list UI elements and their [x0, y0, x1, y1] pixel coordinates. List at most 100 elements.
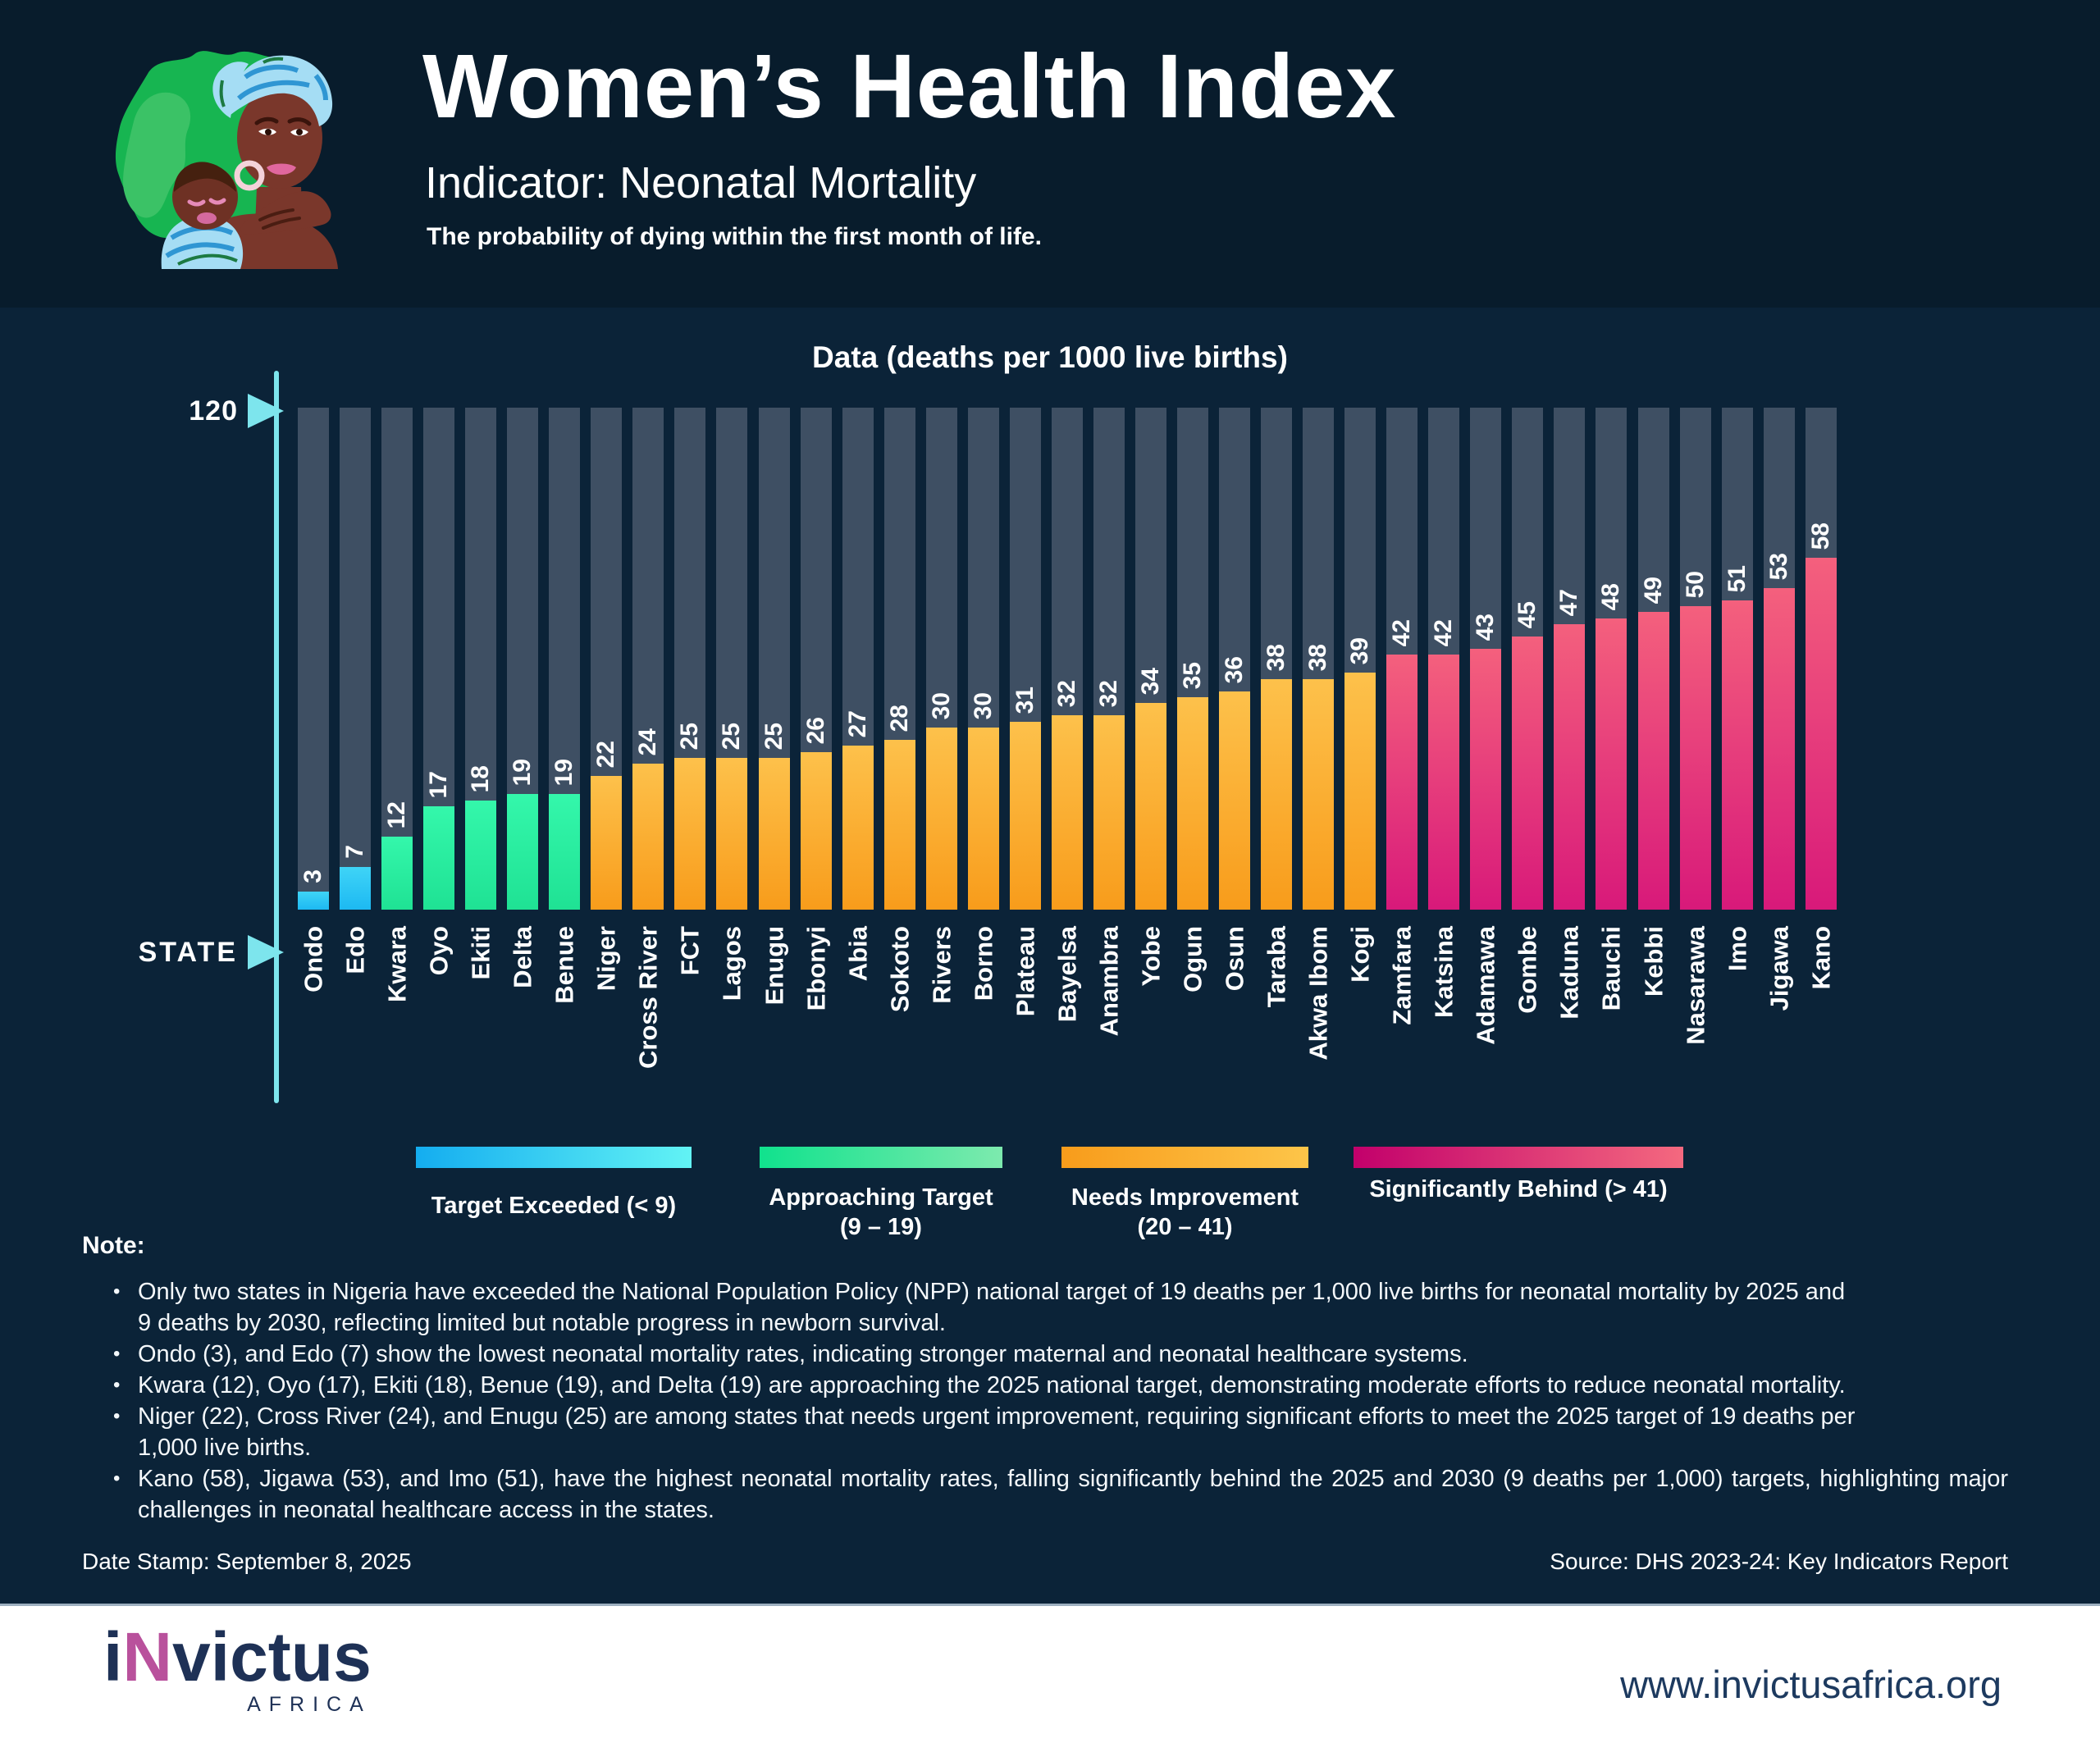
bar-fill: [1093, 715, 1125, 910]
bar-value-label: 28: [885, 704, 913, 732]
bar-state-label: Ebonyi: [801, 926, 831, 1011]
bar-state-label: Kebbi: [1639, 926, 1668, 997]
bar-state-label: Osun: [1220, 926, 1249, 992]
bar-track: 42 Zamfara: [1386, 408, 1418, 1025]
legend-item-target-exceeded: Target Exceeded (< 9): [416, 1147, 692, 1221]
legend-item-approaching-target: Approaching Target (9 – 19): [760, 1147, 1002, 1242]
bar-fill: [1134, 703, 1166, 910]
bar-fill: [1009, 722, 1041, 910]
logo-pink-n: N: [122, 1618, 173, 1695]
legend-label: Significantly Behind (> 41): [1369, 1176, 1668, 1202]
bar-fill: [800, 752, 832, 910]
bar-value-label: 42: [1430, 618, 1458, 646]
bar-fill: [967, 728, 999, 910]
bar-value-label: 48: [1597, 582, 1625, 610]
bar-fill: [758, 758, 790, 910]
bar-state-label: Jigawa: [1764, 926, 1794, 1011]
bar-value-label: 39: [1346, 637, 1374, 664]
bar-fill: [381, 837, 413, 910]
bar-track: 34 Yobe: [1134, 408, 1166, 987]
bar-state-label: Bayelsa: [1052, 926, 1082, 1023]
bar-track: 45 Gombe: [1512, 408, 1544, 1014]
bar-fill: [1596, 618, 1628, 910]
bar-value-label: 36: [1221, 655, 1249, 683]
invictus-africa-logo: iNvictus AFRICA: [103, 1622, 372, 1715]
bar-state-label: Yobe: [1136, 926, 1166, 987]
bar-state-label: Borno: [969, 926, 998, 1002]
bar-track: 49 Kebbi: [1637, 408, 1669, 997]
legend-swatch-pink: [1354, 1147, 1683, 1168]
y-axis-line: [274, 371, 279, 1103]
bar-fill: [925, 728, 957, 910]
bar-track: 35 Ogun: [1176, 408, 1208, 992]
bar-track: 7 Edo: [340, 408, 372, 974]
bar-fill: [883, 740, 915, 910]
note-bullet: Kwara (12), Oyo (17), Ekiti (18), Benue …: [82, 1370, 2008, 1401]
bar-track: 25 FCT: [674, 408, 706, 975]
bar-state-label: Akwa Ibom: [1303, 926, 1333, 1061]
bar-state-label: Kwara: [382, 926, 412, 1003]
y-axis-max-label: 120: [189, 395, 238, 427]
date-stamp: Date Stamp: September 8, 2025: [82, 1549, 412, 1574]
bar-fill: [1261, 679, 1293, 910]
bar-fill: [632, 764, 664, 910]
bar-state-label: Ondo: [299, 926, 328, 992]
bar-track: 17 Oyo: [423, 408, 455, 975]
bar-track: 18 Ekiti: [465, 408, 497, 979]
bar-value-label: 25: [760, 722, 788, 750]
bar-track: 24 Cross River: [632, 408, 664, 1069]
bar-state-label: Benue: [550, 926, 579, 1004]
bar-value-label: 25: [718, 722, 746, 750]
bar-fill: [1303, 679, 1335, 910]
bar-state-label: Anambra: [1094, 926, 1124, 1037]
bar-fill: [1219, 691, 1251, 910]
mother-and-baby-illustration: [115, 51, 338, 269]
bar-value-label: 30: [927, 691, 955, 719]
bar-track: 48 Bauchi: [1596, 408, 1628, 1011]
bar-track: 22 Niger: [591, 408, 623, 991]
footer: iNvictus AFRICA www.invictusafrica.org: [0, 1604, 2100, 1743]
bar-state-label: Rivers: [927, 926, 956, 1004]
bar-state-label: Cross River: [633, 926, 663, 1070]
bar-value-label: 22: [592, 740, 620, 768]
bar-fill: [1176, 697, 1208, 910]
bar-track: 50 Nasarawa: [1679, 408, 1711, 1045]
bar-value-label: 43: [1472, 613, 1500, 641]
bar-value-label: 49: [1639, 576, 1667, 604]
bar-state-label: FCT: [675, 926, 705, 976]
legend-swatch-orange: [1061, 1147, 1308, 1168]
nigeria-map-highlight: [123, 92, 191, 218]
bar-state-label: Ekiti: [466, 926, 495, 980]
legend-label: Target Exceeded (< 9): [431, 1193, 677, 1219]
bar-value-label: 19: [550, 758, 578, 786]
bar-track: 47 Kaduna: [1554, 408, 1586, 1020]
bar-state-label: Abia: [843, 926, 873, 982]
bar-fill: [1512, 637, 1544, 910]
bar-value-label: 50: [1681, 570, 1709, 598]
bar-value-label: 38: [1304, 643, 1332, 671]
note-bullet: Niger (22), Cross River (24), and Enugu …: [82, 1401, 2008, 1463]
bar-fill: [591, 776, 623, 910]
bar-value-label: 25: [676, 722, 704, 750]
bar-track: 38 Akwa Ibom: [1303, 408, 1335, 1061]
bar-state-label: Kano: [1806, 926, 1836, 990]
bar-value-label: 7: [341, 845, 369, 859]
page-title: Women’s Health Index: [422, 36, 1397, 137]
bar-track: 25 Lagos: [716, 408, 748, 1001]
legend-swatch-blue: [416, 1147, 692, 1168]
header: Women’s Health Index Indicator: Neonatal…: [0, 0, 2100, 308]
bar-state-label: Katsina: [1429, 926, 1459, 1018]
bar-value-label: 58: [1806, 522, 1834, 550]
indicator-description: The probability of dying within the firs…: [427, 223, 1042, 250]
bar-track: 38 Taraba: [1261, 408, 1293, 1007]
bar-track: 58 Kano: [1805, 408, 1837, 990]
bar-fill: [716, 758, 748, 910]
bar-track: 42 Katsina: [1428, 408, 1460, 1018]
bar-fill: [423, 806, 455, 910]
bar-value-label: 38: [1262, 643, 1290, 671]
note-bullets: Only two states in Nigeria have exceeded…: [82, 1276, 2008, 1526]
website-link[interactable]: www.invictusafrica.org: [1620, 1663, 2002, 1706]
bar-value-label: 45: [1513, 600, 1541, 628]
page-subtitle: Indicator: Neonatal Mortality: [425, 158, 977, 208]
